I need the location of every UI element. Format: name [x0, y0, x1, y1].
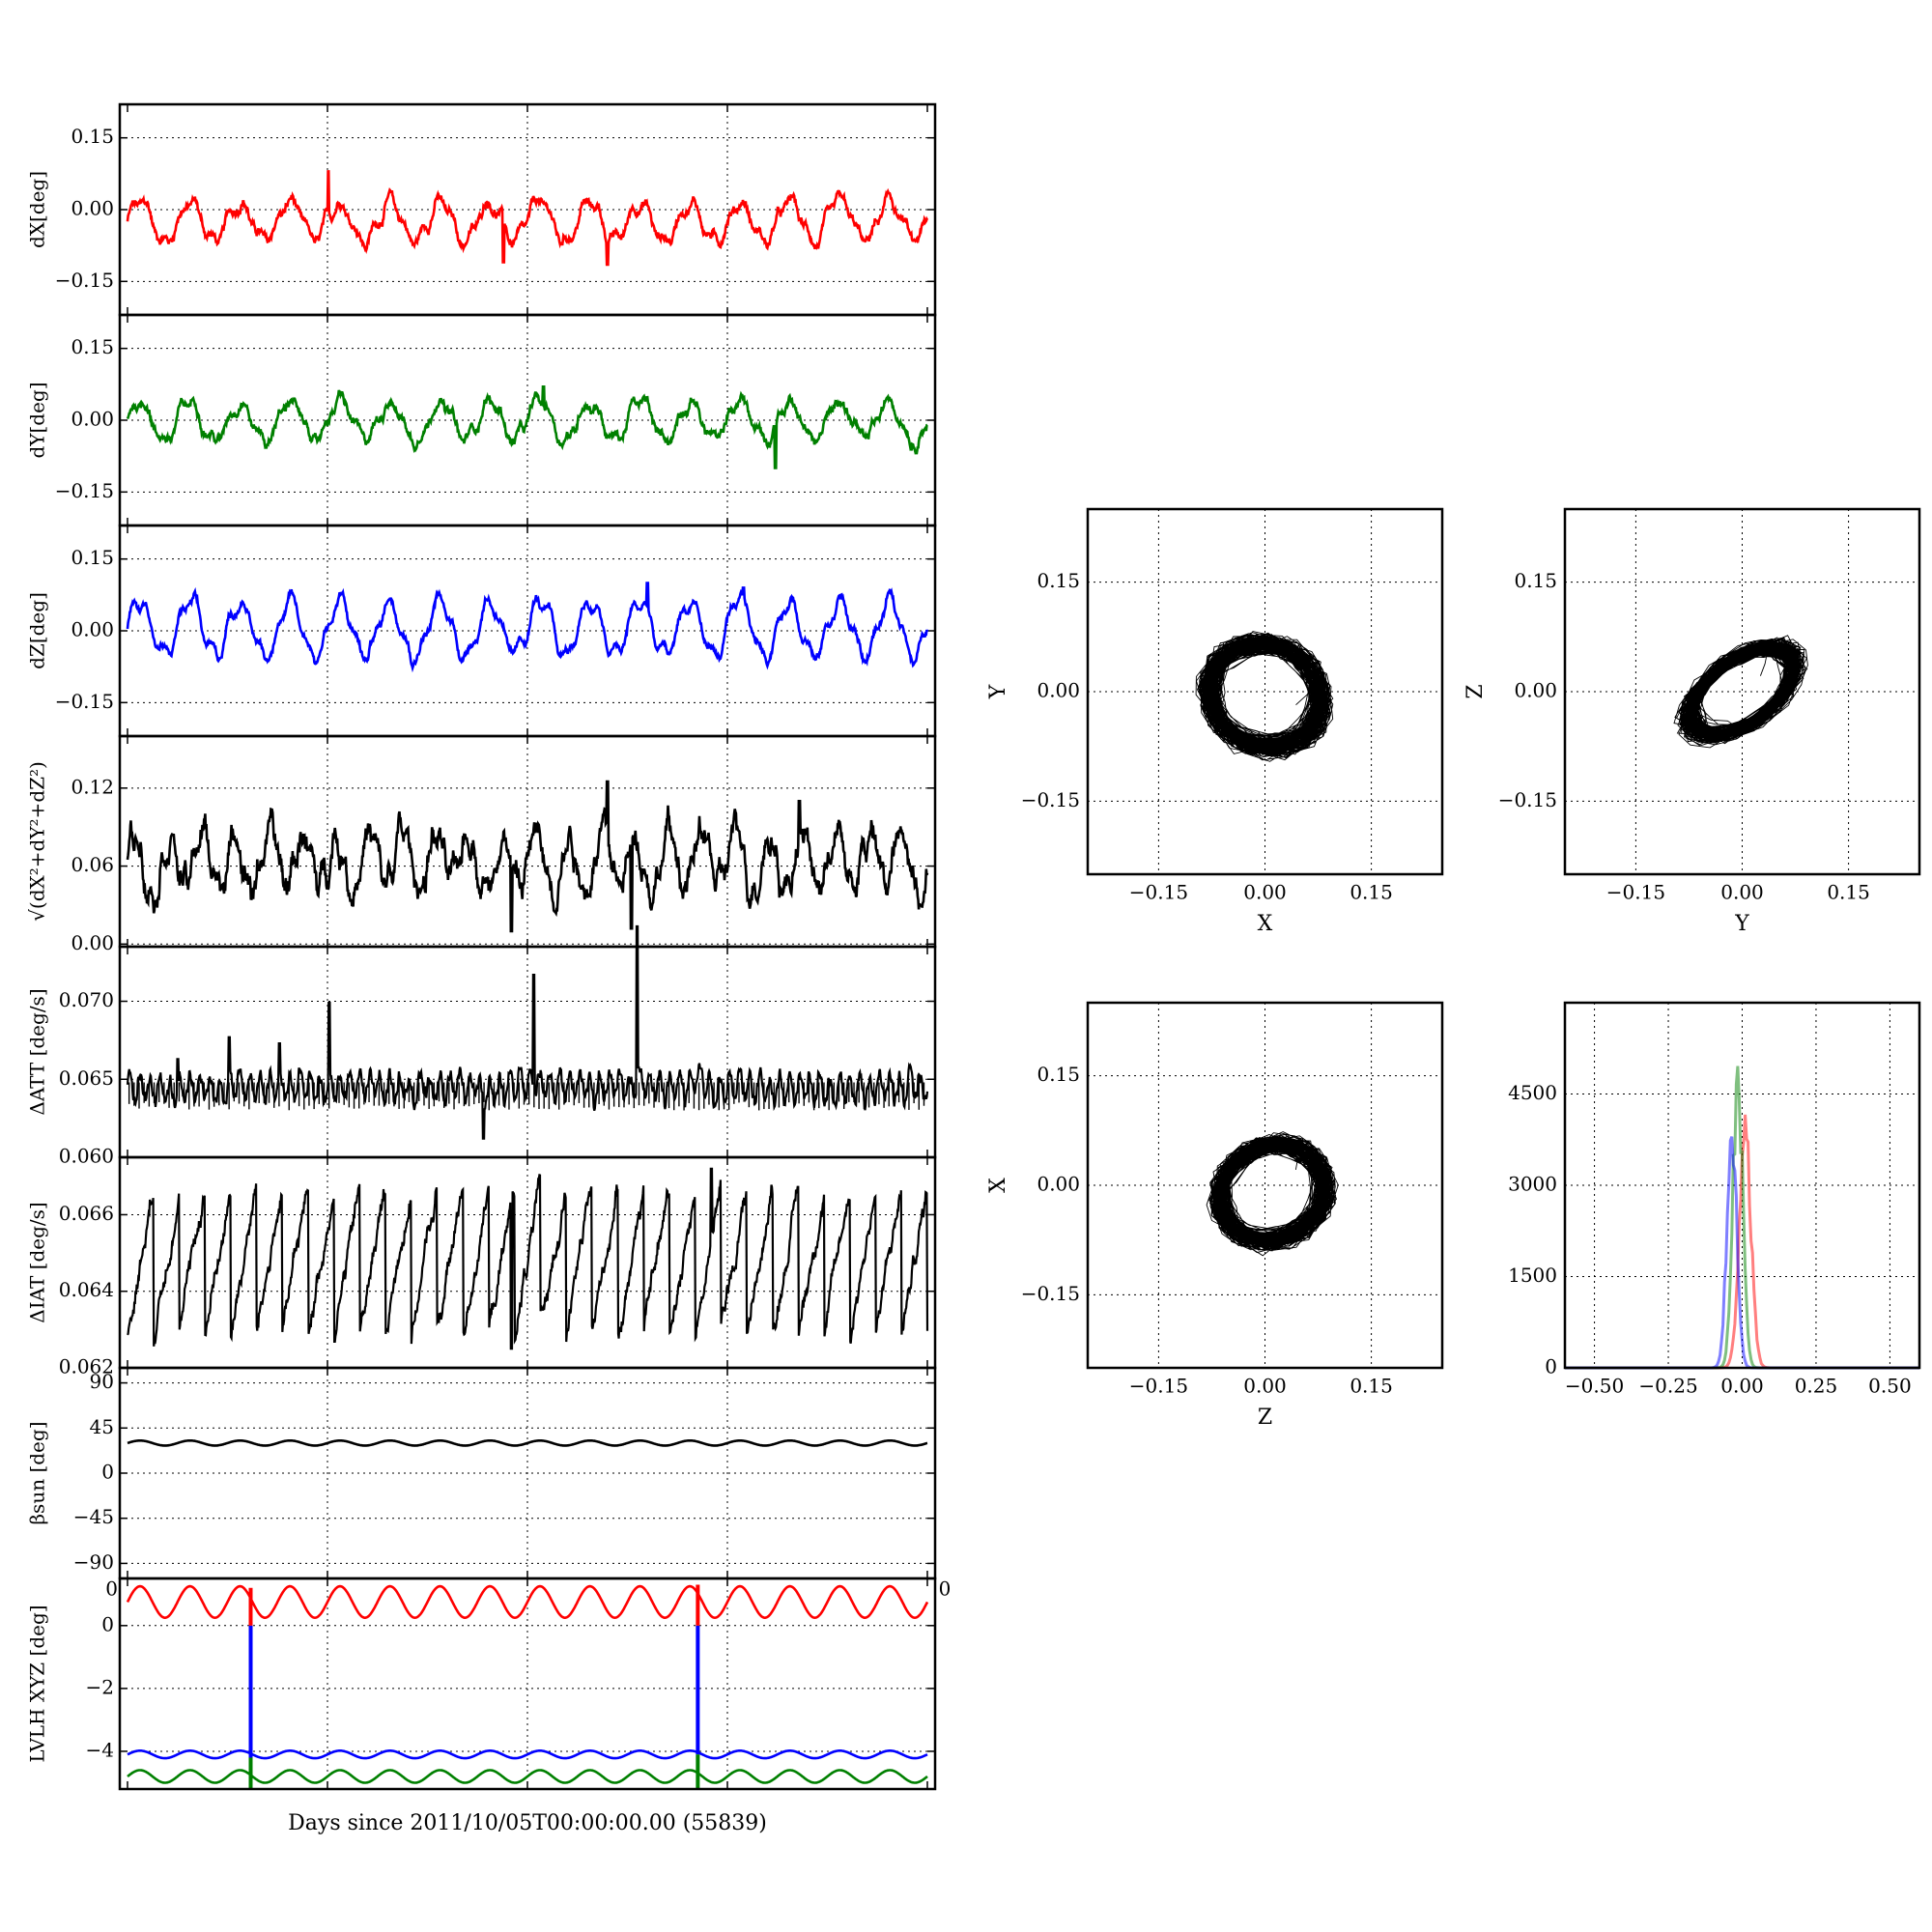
scatter-panels: −0.15 −0.15 0.00 0.00 0.15 0.15 X Y −0.15 −0.15 0.… [986, 507, 1921, 1430]
xtick-label: 0.00 [1243, 1375, 1287, 1398]
xtick-label: −0.15 [1606, 881, 1665, 904]
ytick-label: 3000 [1508, 1173, 1557, 1196]
ytick-label: 0 [101, 1612, 114, 1635]
ytick-label: 0.062 [59, 1355, 114, 1378]
ylabel: dX[deg] [26, 171, 49, 248]
xlabel: Z [1258, 1406, 1272, 1430]
ytick-label: 45 [90, 1415, 114, 1438]
ytick-label: 1500 [1508, 1264, 1557, 1287]
ylabel: ΔIAT [deg/s] [26, 1202, 49, 1322]
ytick-label: 0.00 [1514, 679, 1557, 702]
ytick-label: 0.06 [71, 853, 114, 876]
series-line-0 [126, 1584, 929, 1620]
time-series-stack: 0.15 0.00 −0.15 dX[deg] 0.15 0.00 −0.15 dY[deg]… [26, 102, 952, 1836]
ytick-label: −0.15 [55, 269, 114, 292]
xtick-label: 0.25 [1795, 1375, 1838, 1398]
ytick-label: 0 [1545, 1355, 1557, 1378]
ytick-label: 0.060 [59, 1145, 114, 1168]
xtick-label: −0.15 [1129, 881, 1188, 904]
trajectory [1206, 1131, 1339, 1257]
ytick-label: 0.066 [59, 1202, 114, 1225]
ytick-label: −4 [86, 1738, 114, 1761]
xtick-label: 0.00 [1243, 881, 1287, 904]
ytick-label: 0.00 [71, 618, 114, 641]
xtick-label: 0.15 [1827, 881, 1870, 904]
xlabel: X [1258, 912, 1273, 936]
ylabel: √(dX²+dY²+dZ²) [26, 761, 49, 922]
panel-dY: 0.15 0.00 −0.15 dY[deg] [26, 313, 937, 527]
ytick-label: −0.15 [1498, 788, 1557, 811]
series-line-0 [126, 170, 929, 267]
ytick-label: 0.065 [59, 1066, 114, 1090]
ytick-label: −2 [86, 1675, 114, 1698]
xlabel: Days since 2011/10/05T00:00:00.00 (55839… [288, 1811, 767, 1835]
trajectory [1195, 631, 1334, 762]
xtick-label: −0.50 [1565, 1375, 1624, 1398]
scatter-YZ: −0.15 −0.15 0.00 0.00 0.15 0.15 Y Z [1463, 507, 1921, 936]
ytick-label: 0.00 [1037, 1173, 1080, 1196]
ylabel: dY[deg] [26, 382, 49, 458]
ytick-label: 0.15 [71, 335, 114, 358]
panel-dATT: 0.070 0.065 0.060 ΔATT [deg/s] [26, 924, 937, 1168]
ylabel: Y [986, 684, 1010, 699]
series-line-0 [127, 1439, 928, 1447]
histogram-panel: −0.50 −0.25 0.00 0.25 0.50 4500 3000 1500 0 [1508, 1001, 1921, 1398]
ytick-label: −90 [73, 1550, 114, 1574]
series-line-0 [126, 384, 928, 469]
panel-frame [118, 1577, 937, 1791]
ytick-label: 0.070 [59, 988, 114, 1011]
xtick-label: 0.15 [1350, 1375, 1393, 1398]
ylabel: Z [1463, 684, 1488, 698]
xtick-label: 0.00 [1720, 881, 1764, 904]
scatter-XY: −0.15 −0.15 0.00 0.00 0.15 0.15 X Y [986, 507, 1444, 936]
series-line-0 [126, 780, 929, 933]
ytick-label: 0.15 [71, 546, 114, 569]
xtick-label: 0.50 [1868, 1375, 1912, 1398]
panel-frame [1563, 507, 1921, 876]
ylabel: X [986, 1178, 1010, 1193]
series-line-2 [127, 1769, 928, 1784]
xtick-label: 0.15 [1350, 881, 1393, 904]
ytick-label: −0.15 [55, 479, 114, 502]
ytick-label: −0.15 [1021, 1282, 1080, 1305]
panel-frame [1086, 1001, 1444, 1370]
ytick-label: −0.15 [1021, 788, 1080, 811]
ytick-label: 0.00 [1037, 679, 1080, 702]
ytick-label: 0.12 [71, 775, 114, 798]
corner-label: 0 [939, 1577, 952, 1601]
ylabel: ΔATT [deg/s] [26, 988, 49, 1115]
xtick-label: 0.00 [1720, 1375, 1764, 1398]
panel-frame [1086, 507, 1444, 876]
ytick-label: 0.00 [71, 931, 114, 954]
corner-label: 0 [105, 1577, 118, 1601]
scatter-ZX: −0.15 −0.15 0.00 0.00 0.15 0.15 Z X [986, 1001, 1444, 1430]
ytick-label: 90 [90, 1370, 114, 1393]
xlabel: Y [1734, 912, 1749, 936]
ytick-label: 0.00 [71, 408, 114, 431]
ylabel: βsun [deg] [26, 1422, 49, 1525]
series-line-0 [126, 582, 929, 673]
ytick-label: −45 [73, 1505, 114, 1528]
ytick-label: 4500 [1508, 1081, 1557, 1104]
panel-frame [1563, 1001, 1921, 1370]
ytick-label: 0.15 [71, 125, 114, 148]
ylabel: dZ[deg] [26, 592, 49, 669]
ytick-label: 0.064 [59, 1278, 114, 1301]
trajectory [1673, 635, 1808, 749]
series-line-1 [127, 1749, 928, 1760]
ytick-label: 0.15 [1514, 569, 1557, 592]
ytick-label: 0.00 [71, 197, 114, 220]
ytick-label: −0.15 [55, 690, 114, 713]
ylabel: LVLH XYZ [deg] [26, 1605, 49, 1762]
ytick-label: 0.15 [1037, 569, 1080, 592]
xtick-label: −0.15 [1129, 1375, 1188, 1398]
panel-dR: 0.12 0.06 0.00 √(dX²+dY²+dZ²) [26, 734, 937, 954]
series-line-0 [127, 1167, 929, 1350]
ytick-label: 0 [101, 1461, 114, 1484]
panel-LVLH: 0 −2 −4 LVLH XYZ [deg] 0 0 Days since 2011/10/… [26, 1577, 952, 1836]
ytick-label: 0.15 [1037, 1063, 1080, 1086]
xtick-label: −0.25 [1638, 1375, 1697, 1398]
